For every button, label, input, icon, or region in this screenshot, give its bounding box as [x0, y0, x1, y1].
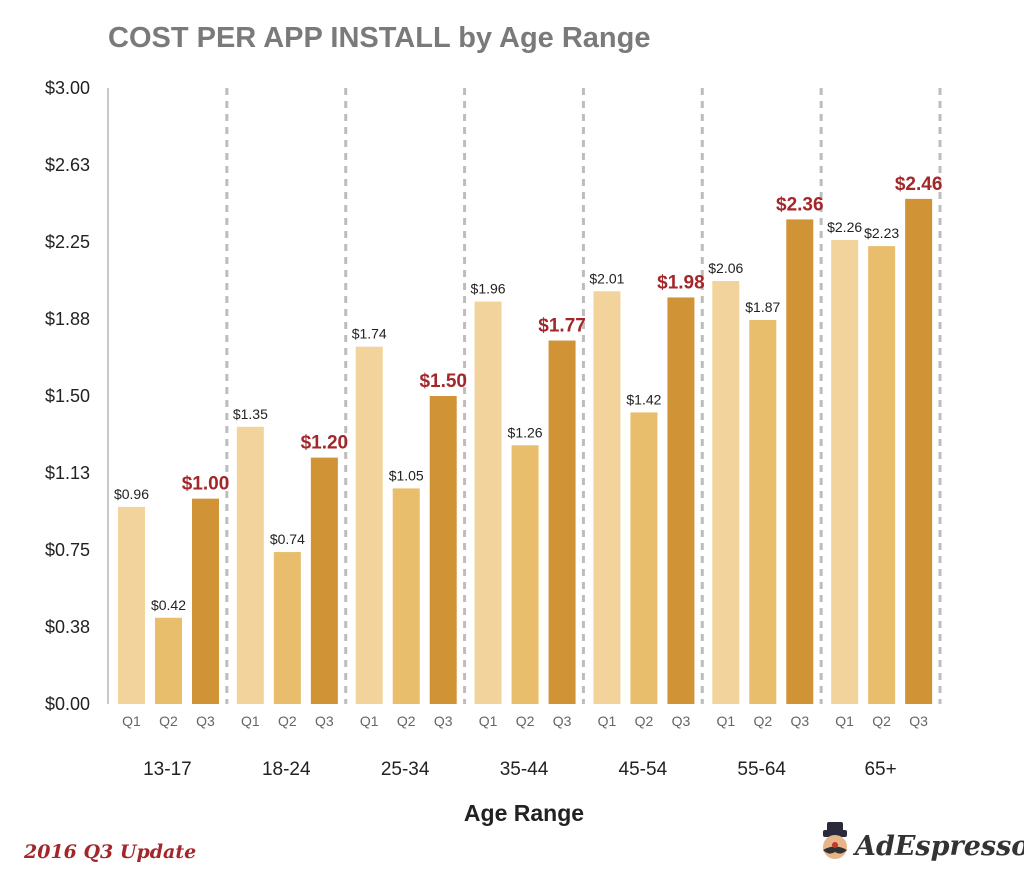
- quarter-tick-label: Q2: [635, 713, 654, 729]
- quarter-tick-label: Q3: [434, 713, 453, 729]
- bar: [593, 291, 621, 704]
- bar: [429, 396, 457, 704]
- quarter-tick-label: Q1: [479, 713, 498, 729]
- value-label: $2.23: [864, 225, 899, 241]
- value-label: $1.26: [508, 424, 543, 440]
- bar: [548, 340, 576, 704]
- bar: [155, 617, 182, 704]
- bar: [355, 346, 383, 704]
- category-tick-label: 13-17: [143, 759, 192, 780]
- quarter-tick-label: Q3: [553, 713, 572, 729]
- category-tick-label: 25-34: [381, 759, 430, 780]
- y-tick-label: $0.00: [45, 694, 90, 714]
- value-label: $2.26: [827, 219, 862, 235]
- bar: [474, 301, 502, 704]
- quarter-tick-label: Q3: [672, 713, 691, 729]
- value-label: $1.96: [471, 281, 506, 297]
- x-axis-ticks: Q1 Q2 Q3 13-17 Q1 Q2 Q3 18-24 Q1 Q2 Q3 25-34 Q1 Q2 Q3 3…: [122, 713, 928, 780]
- value-labels: $0.96 $0.42 $1.00 $1.35 $0.74 $1.20 $1.74 $1.05…: [114, 174, 942, 613]
- value-label: $2.06: [708, 260, 743, 276]
- bar: [392, 488, 420, 704]
- quarter-tick-label: Q2: [516, 713, 535, 729]
- quarter-tick-label: Q3: [196, 713, 215, 729]
- bar: [905, 198, 933, 704]
- y-axis-ticks: $0.00 $0.38 $0.75 $1.13 $1.50 $1.88 $2.25 $2.63…: [45, 78, 90, 714]
- quarter-tick-label: Q2: [159, 713, 178, 729]
- value-label-highlight: $1.77: [538, 316, 586, 337]
- value-label-highlight: $1.00: [182, 474, 230, 495]
- category-tick-label: 55-64: [737, 759, 786, 780]
- category-tick-label: 45-54: [619, 759, 668, 780]
- quarter-tick-label: Q1: [241, 713, 260, 729]
- y-tick-label: $0.38: [45, 617, 90, 637]
- quarter-tick-label: Q2: [872, 713, 891, 729]
- quarter-tick-label: Q3: [909, 713, 928, 729]
- value-label: $0.96: [114, 486, 149, 502]
- quarter-tick-label: Q3: [790, 713, 809, 729]
- bar: [868, 246, 896, 704]
- bar: [192, 498, 219, 704]
- quarter-tick-label: Q1: [598, 713, 617, 729]
- y-tick-label: $2.63: [45, 155, 90, 175]
- bar: [667, 297, 695, 704]
- bar: [831, 239, 859, 705]
- y-tick-label: $1.50: [45, 386, 90, 406]
- x-axis-label: Age Range: [464, 800, 584, 826]
- category-tick-label: 18-24: [262, 759, 311, 780]
- value-label-highlight: $2.46: [895, 174, 943, 195]
- bar: [749, 320, 777, 704]
- category-tick-label: 35-44: [500, 759, 549, 780]
- value-label: $0.74: [270, 531, 305, 547]
- value-label-highlight: $1.20: [301, 433, 349, 454]
- category-tick-label: 65+: [864, 759, 896, 780]
- bar: [630, 412, 658, 704]
- value-label-highlight: $2.36: [776, 194, 824, 215]
- value-label: $1.35: [233, 406, 268, 422]
- quarter-tick-label: Q3: [315, 713, 334, 729]
- value-label: $1.74: [352, 326, 387, 342]
- value-label: $1.87: [745, 299, 780, 315]
- update-label: 2016 Q3 Update: [23, 841, 196, 863]
- bars: [118, 198, 933, 705]
- value-label: $1.05: [389, 467, 424, 483]
- quarter-tick-label: Q1: [716, 713, 735, 729]
- y-tick-label: $1.13: [45, 463, 90, 483]
- bar: [118, 506, 145, 704]
- bar: [712, 281, 740, 704]
- value-label: $2.01: [589, 270, 624, 286]
- quarter-tick-label: Q1: [835, 713, 854, 729]
- grid-lines: [107, 88, 942, 704]
- y-tick-label: $0.75: [45, 540, 90, 560]
- y-tick-label: $3.00: [45, 78, 90, 98]
- y-tick-label: $2.25: [45, 232, 90, 252]
- quarter-tick-label: Q2: [278, 713, 297, 729]
- quarter-tick-label: Q1: [360, 713, 379, 729]
- y-tick-label: $1.88: [45, 309, 90, 329]
- brand-logo: AdEspresso: [852, 831, 1024, 862]
- value-label: $0.42: [151, 597, 186, 613]
- value-label-highlight: $1.98: [657, 272, 705, 293]
- mascot-icon: [823, 822, 847, 859]
- quarter-tick-label: Q2: [397, 713, 416, 729]
- bar: [236, 426, 264, 704]
- chart-title: COST PER APP INSTALL by Age Range: [108, 22, 651, 54]
- bar: [273, 552, 301, 704]
- value-label: $1.42: [626, 391, 661, 407]
- bar: [310, 457, 338, 704]
- value-label-highlight: $1.50: [419, 371, 467, 392]
- quarter-tick-label: Q2: [753, 713, 772, 729]
- bar: [511, 445, 539, 704]
- quarter-tick-label: Q1: [122, 713, 141, 729]
- bar: [786, 219, 814, 704]
